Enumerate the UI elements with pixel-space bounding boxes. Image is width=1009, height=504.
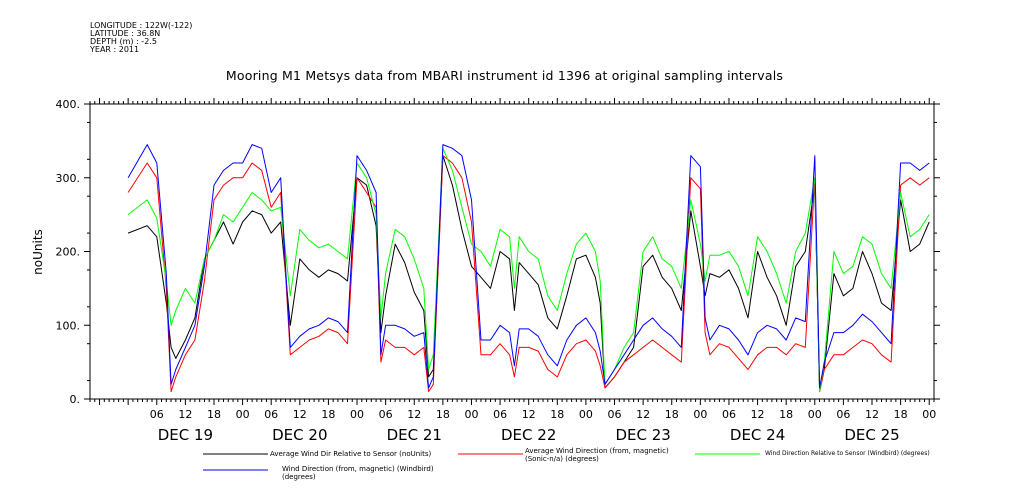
- meta-longitude: LONGITUDE : 122W(-122): [90, 21, 193, 30]
- legend-label-windbird-magnetic: Wind Direction (from, magnetic) (Windbir…: [282, 465, 434, 481]
- x-hour-label: 18: [779, 408, 793, 421]
- x-hour-label: 12: [293, 408, 307, 421]
- x-hour-label: 06: [150, 408, 164, 421]
- y-axis-label: noUnits: [31, 229, 45, 275]
- y-axis-ticks: 0. 100. 200. 300. 400.: [56, 98, 940, 406]
- x-day-label: DEC 25: [844, 426, 899, 444]
- x-hour-label: 18: [207, 408, 221, 421]
- series-line-1: [127, 155, 930, 393]
- x-hour-label: 00: [350, 408, 364, 421]
- chart-title: Mooring M1 Metsys data from MBARI instru…: [225, 68, 784, 83]
- x-axis-ticks: 06 12 18 00 06 12 18 00 06 12 18 00 06 12 18 00 06 12 18 00…: [89, 98, 936, 444]
- x-hour-label: 00: [693, 408, 707, 421]
- y-tick-label: 400.: [56, 98, 81, 111]
- x-hour-label: 00: [808, 408, 822, 421]
- x-hour-label: 12: [178, 408, 192, 421]
- legend-label-sonic: Average Wind Direction (from, magnetic) …: [525, 447, 669, 463]
- y-tick-label: 100.: [56, 319, 81, 332]
- series-line-3: [127, 144, 930, 389]
- x-hour-label: 00: [579, 408, 593, 421]
- x-day-label: DEC 24: [730, 426, 785, 444]
- x-hour-label: 12: [522, 408, 536, 421]
- y-tick-label: 300.: [56, 172, 81, 185]
- legend-label-windbird-relative: Wind Direction Relative to Sensor (Windb…: [765, 450, 930, 457]
- series-line-2: [127, 147, 930, 393]
- x-hour-label: 00: [922, 408, 936, 421]
- meta-latitude: LATITUDE : 36.8N: [90, 29, 161, 38]
- meta-year: YEAR : 2011: [90, 45, 140, 54]
- x-day-label: DEC 23: [615, 426, 670, 444]
- x-hour-label: 06: [608, 408, 622, 421]
- x-hour-label: 06: [493, 408, 507, 421]
- x-hour-label: 00: [464, 408, 478, 421]
- x-hour-label: 18: [894, 408, 908, 421]
- y-tick-label: 200.: [56, 246, 81, 259]
- y-tick-label: 0.: [70, 393, 81, 406]
- x-day-label: DEC 19: [158, 426, 213, 444]
- x-hour-label: 06: [836, 408, 850, 421]
- x-hour-label: 18: [665, 408, 679, 421]
- x-hour-label: 12: [751, 408, 765, 421]
- x-hour-label: 00: [236, 408, 250, 421]
- x-day-label: DEC 20: [272, 426, 327, 444]
- series-line-0: [127, 155, 930, 393]
- x-hour-label: 18: [436, 408, 450, 421]
- x-hour-label: 12: [407, 408, 421, 421]
- legend-swatches: [203, 453, 760, 471]
- x-hour-label: 12: [636, 408, 650, 421]
- x-hour-label: 06: [379, 408, 393, 421]
- x-hour-label: 06: [264, 408, 278, 421]
- x-day-label: DEC 21: [387, 426, 442, 444]
- legend-label-relative-sensor: Average Wind Dir Relative to Sensor (noU…: [270, 450, 432, 458]
- plot-frame: [89, 103, 935, 400]
- x-hour-label: 06: [722, 408, 736, 421]
- x-day-label: DEC 22: [501, 426, 556, 444]
- x-hour-label: 12: [865, 408, 879, 421]
- x-hour-label: 18: [321, 408, 335, 421]
- meta-depth: DEPTH (m) : -2.5: [90, 37, 157, 46]
- x-hour-label: 18: [550, 408, 564, 421]
- data-series: [127, 144, 930, 393]
